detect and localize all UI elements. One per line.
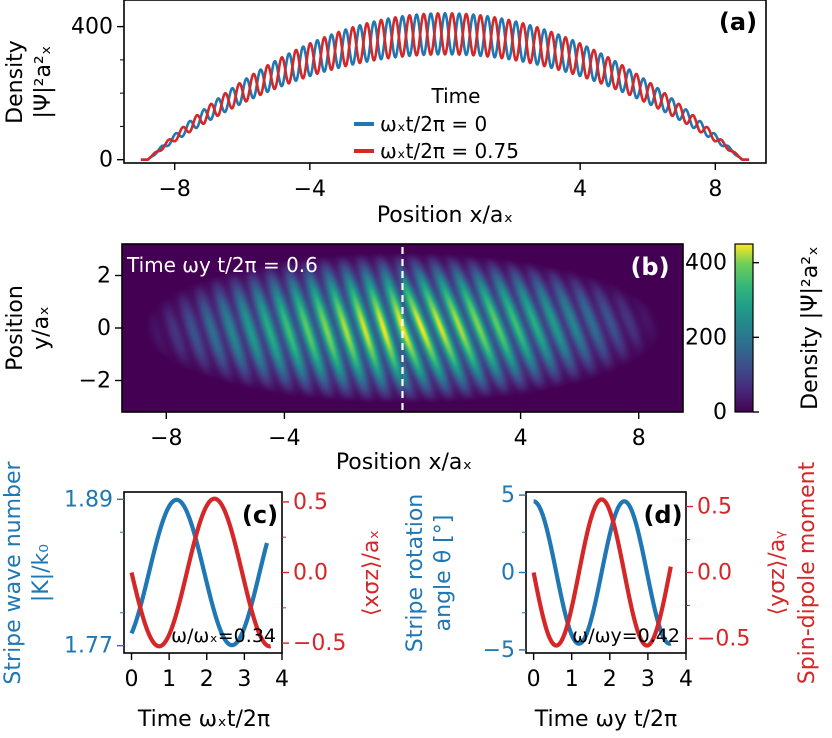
panel-b-y-axis: 2 0 −2 (79, 264, 122, 394)
panel-c-right-axis: 0.5 0.0 −0.5 (282, 490, 346, 656)
panel-a-ylabel-line2: |Ψ|²a²ₓ (31, 45, 56, 118)
panel-d-xlabel: Time ωy t/2π (534, 707, 678, 732)
panel-a-y-axis: 0 400 (71, 15, 124, 173)
y-tick-label: 1.77 (64, 634, 113, 659)
wave-number-line (129, 497, 269, 648)
panel-d-left-ylabel-line2: angle θ [°] (431, 515, 456, 632)
x-tick-label: 2 (603, 667, 617, 692)
panel-c-frequency-annotation: ω/ωₓ=0.34 (171, 625, 276, 647)
spin-dipole-x-line (129, 496, 272, 649)
panel-d-left-axis: 5 0 −5 (483, 483, 526, 663)
panel-a-xlabel: Position x/aₓ (377, 203, 513, 228)
y-tick-label: 400 (71, 15, 113, 40)
y-tick-label: 0.0 (293, 561, 328, 586)
panel-d-frequency-annotation: ω/ωy=0.42 (572, 625, 680, 647)
x-tick-label: −4 (294, 177, 326, 202)
panel-c-left-axis: 1.89 1.77 (64, 487, 124, 659)
panel-a-ylabel-line1: Density (3, 40, 28, 124)
y-tick-label: 0.5 (293, 490, 328, 515)
x-tick-label: 0 (125, 667, 139, 692)
panel-a-x-axis: −8 −4 4 8 (158, 163, 722, 202)
x-tick-label: 8 (632, 426, 646, 451)
colorbar-label: Density |Ψ|²a²ₓ (798, 246, 823, 410)
panel-c-xlabel: Time ωₓt/2π (137, 707, 270, 732)
x-tick-label: 4 (514, 426, 528, 451)
x-tick-label: 4 (573, 177, 587, 202)
panel-d-right-axis: 0.5 0.0 −0.5 (686, 495, 750, 651)
panel-label-c: (c) (242, 501, 278, 529)
colorbar-axis: 0 200 400 (685, 251, 759, 425)
colorbar-tick-label: 0 (713, 400, 727, 425)
y-tick-label: 0 (99, 148, 113, 173)
colorbar (734, 243, 754, 413)
y-tick-label: 5 (501, 483, 515, 508)
x-tick-label: 8 (708, 177, 722, 202)
x-tick-label: −8 (158, 177, 190, 202)
panel-b-time-annotation: Time ωy t/2π = 0.6 (126, 253, 318, 277)
panel-label-d: (d) (643, 501, 682, 529)
y-tick-label: 0.5 (697, 495, 732, 520)
y-tick-label: −2 (79, 369, 111, 394)
y-tick-label: −5 (483, 638, 515, 663)
panel-b-x-axis: −8 −4 4 8 (150, 412, 646, 451)
y-tick-label: −0.5 (293, 631, 346, 656)
panel-d-right-ylabel-line2: Spin-dipole moment (795, 461, 820, 684)
y-tick-label: 0 (501, 561, 515, 586)
x-tick-label: 1 (565, 667, 579, 692)
x-tick-label: 0 (527, 667, 541, 692)
panel-c-left-ylabel-line1: Stripe wave number (1, 460, 26, 684)
colorbar-tick-label: 200 (685, 325, 727, 350)
y-tick-label: −0.5 (697, 626, 750, 651)
panel-c-right-ylabel: ⟨xσz⟩/aₓ (359, 530, 384, 616)
x-tick-label: 2 (200, 667, 214, 692)
y-tick-label: 1.89 (64, 487, 113, 512)
series-line-t075 (140, 11, 750, 161)
panel-label-b: (b) (630, 253, 669, 281)
legend-label-t0: ωₓt/2π = 0 (380, 112, 487, 136)
x-tick-label: 4 (679, 667, 693, 692)
y-tick-label: 0.0 (697, 561, 732, 586)
x-tick-label: 3 (641, 667, 655, 692)
y-tick-label: 2 (97, 264, 111, 289)
spin-dipole-y-line (531, 497, 673, 648)
rotation-angle-line (533, 499, 672, 646)
x-tick-label: 4 (275, 667, 289, 692)
y-tick-label: 0 (97, 316, 111, 341)
panel-a: −8 −4 4 8 0 400 (a) Position x/aₓ Density |Ψ… (3, 0, 767, 228)
legend: Time ωₓt/2π = 0 ωₓt/2π = 0.75 (354, 84, 519, 163)
panel-b-ylabel-line2: y/aₓ (29, 306, 54, 350)
panel-b-ylabel-line1: Position (3, 285, 28, 371)
panel-c-left-ylabel-line2: |K|/k₀ (29, 544, 54, 602)
legend-label-t075: ωₓt/2π = 0.75 (380, 139, 519, 163)
panel-b-xlabel: Position x/aₓ (336, 450, 472, 475)
panel-label-a: (a) (719, 8, 757, 36)
x-tick-label: 1 (162, 667, 176, 692)
colorbar-tick-label: 400 (685, 251, 727, 276)
x-tick-label: 3 (237, 667, 251, 692)
panel-d-left-ylabel-line1: Stripe rotation (403, 494, 428, 653)
x-tick-label: −4 (268, 426, 300, 451)
x-tick-label: −8 (150, 426, 182, 451)
panel-d-right-ylabel-line1: ⟨yσz⟩/aᵧ (765, 531, 790, 616)
panel-b: −8 −4 4 8 2 0 −2 Time ωy t/2π = 0.6 (b) Posit… (3, 243, 823, 475)
legend-title: Time (431, 84, 481, 108)
panel-a-frame (123, 0, 767, 164)
